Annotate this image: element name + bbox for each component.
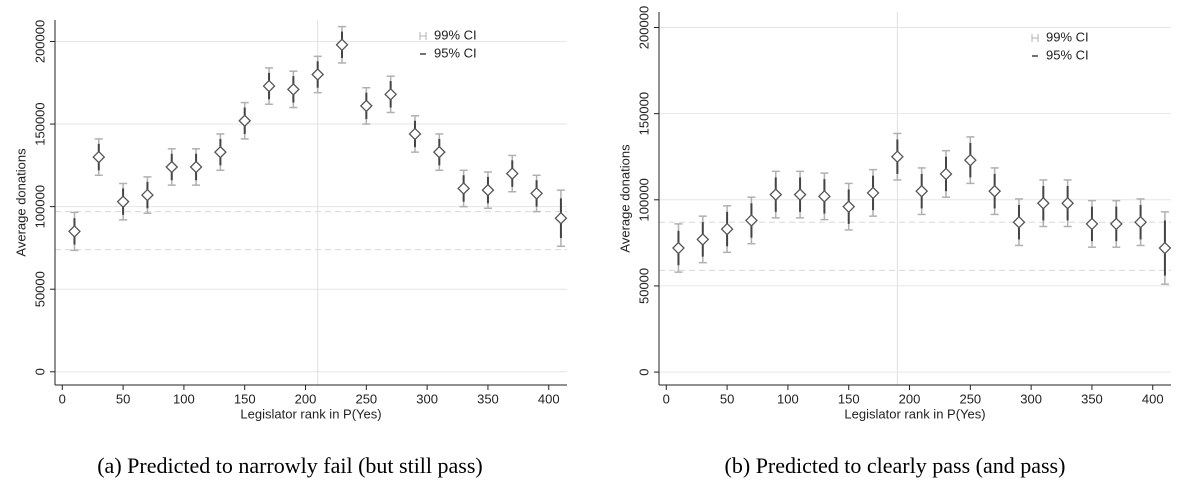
x-axis-label: Legislator rank in P(Yes): [240, 406, 381, 421]
point: [213, 145, 227, 159]
point: [988, 184, 1002, 198]
caption: (a) Predicted to narrowly fail (but stil…: [97, 453, 483, 478]
point: [384, 87, 398, 101]
y-tick-label: 200000: [32, 20, 47, 63]
point: [505, 167, 519, 181]
y-tick-label: 50000: [636, 268, 651, 304]
x-tick-label: 350: [1081, 391, 1103, 406]
x-tick-label: 100: [777, 391, 799, 406]
point: [769, 188, 783, 202]
x-tick-label: 0: [59, 391, 66, 406]
point: [1109, 217, 1123, 231]
y-tick-label: 0: [636, 368, 651, 375]
point: [1036, 196, 1050, 210]
point: [817, 189, 831, 203]
point: [432, 145, 446, 159]
x-axis-label: Legislator rank in P(Yes): [844, 406, 985, 421]
point: [842, 200, 856, 214]
x-tick-label: 250: [959, 391, 981, 406]
point: [793, 188, 807, 202]
y-tick-label: 150000: [636, 92, 651, 135]
point: [359, 99, 373, 113]
point: [262, 79, 276, 93]
point: [141, 188, 154, 202]
legend-label: 99% CI: [1046, 29, 1089, 44]
x-tick-label: 0: [663, 391, 670, 406]
point: [311, 68, 325, 81]
x-tick-label: 200: [295, 391, 317, 406]
y-tick-label: 0: [32, 368, 47, 375]
point: [165, 160, 179, 174]
y-axis-label: Average donations: [617, 144, 632, 253]
point: [1012, 215, 1026, 229]
point: [915, 184, 929, 198]
legend-label: 95% CI: [1046, 47, 1089, 62]
point: [68, 224, 81, 238]
point: [189, 160, 203, 174]
point: [720, 222, 734, 236]
x-tick-label: 250: [355, 391, 377, 406]
x-tick-label: 300: [416, 391, 438, 406]
x-tick-label: 200: [899, 391, 921, 406]
y-tick-label: 100000: [32, 185, 47, 228]
legend-label: 95% CI: [434, 45, 477, 60]
x-tick-label: 150: [234, 391, 256, 406]
point: [408, 127, 422, 141]
point: [530, 186, 544, 200]
point: [286, 82, 300, 96]
point: [1061, 196, 1075, 210]
x-tick-label: 50: [116, 391, 130, 406]
point: [116, 195, 130, 209]
point: [696, 232, 710, 246]
x-tick-label: 100: [173, 391, 195, 406]
point: [335, 38, 349, 52]
point: [745, 214, 758, 227]
point: [963, 153, 977, 167]
y-tick-label: 100000: [636, 178, 651, 221]
point: [457, 182, 471, 195]
x-tick-label: 150: [838, 391, 860, 406]
point: [866, 186, 880, 200]
point: [672, 241, 685, 255]
legend-label: 99% CI: [434, 27, 477, 42]
x-tick-label: 50: [720, 391, 734, 406]
point: [1085, 217, 1099, 231]
y-tick-label: 200000: [636, 6, 651, 49]
point: [554, 211, 568, 225]
point: [238, 114, 252, 128]
x-tick-label: 350: [477, 391, 499, 406]
y-tick-label: 50000: [32, 271, 47, 307]
y-axis-label: Average donations: [13, 148, 28, 257]
x-tick-label: 400: [1142, 391, 1164, 406]
x-tick-label: 300: [1020, 391, 1042, 406]
point: [939, 167, 953, 181]
caption: (b) Predicted to clearly pass (and pass): [725, 453, 1066, 478]
point: [1134, 215, 1148, 229]
point: [890, 150, 904, 164]
y-tick-label: 150000: [32, 102, 47, 145]
x-tick-label: 400: [538, 391, 560, 406]
point: [1158, 241, 1172, 255]
point: [92, 150, 106, 164]
point: [481, 183, 495, 197]
